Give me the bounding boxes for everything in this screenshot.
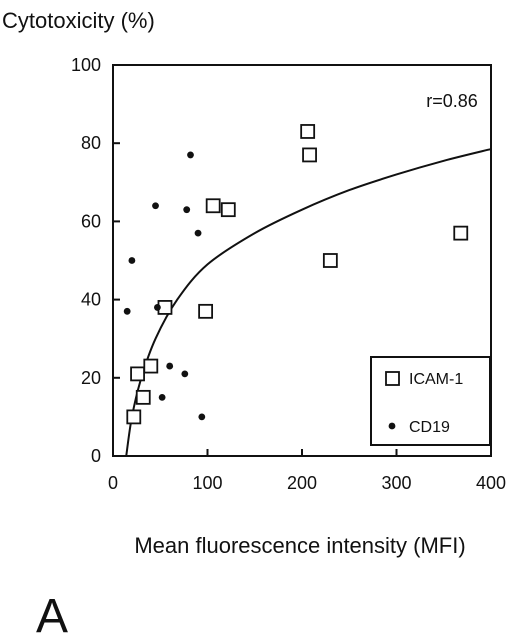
- cd19-point: [123, 307, 131, 315]
- icam1-point: [220, 202, 236, 218]
- correlation-annotation: r=0.86: [426, 91, 478, 111]
- x-tick-label: 300: [381, 473, 411, 493]
- x-tick-label: 200: [287, 473, 317, 493]
- icam1-point: [143, 358, 159, 374]
- cd19-point: [166, 362, 174, 370]
- cd19-point: [128, 257, 136, 264]
- legend-icam1-label: ICAM-1: [409, 371, 463, 388]
- cd19-point: [158, 393, 166, 401]
- y-tick-label: 0: [91, 446, 101, 466]
- y-axis-label: Cytotoxicity (%): [2, 8, 155, 33]
- y-tick-label: 20: [81, 368, 101, 388]
- cd19-point: [152, 202, 159, 210]
- y-tick-label: 40: [81, 290, 101, 310]
- cd19-point: [181, 370, 189, 378]
- x-tick-label: 100: [192, 473, 222, 493]
- icam1-point: [130, 366, 145, 382]
- x-tick-label: 400: [476, 473, 506, 493]
- cd19-point: [194, 229, 202, 237]
- icam1-point: [300, 124, 316, 139]
- cd19-point: [154, 304, 161, 311]
- x-axis-label: Mean fluorescence intensity (MFI): [134, 533, 465, 558]
- x-tick-label: 0: [108, 473, 118, 493]
- icam1-point: [126, 409, 142, 425]
- legend-cd19-label: CD19: [409, 419, 450, 436]
- cd19-point: [187, 151, 194, 159]
- icam1-point: [205, 198, 221, 214]
- y-tick-label: 100: [71, 55, 101, 75]
- legend-cd19-marker: [388, 422, 396, 430]
- panel-label: A: [36, 590, 68, 637]
- cd19-point: [198, 413, 206, 421]
- icam1-point: [135, 389, 151, 405]
- icam1-point: [453, 225, 469, 241]
- cd19-point: [183, 206, 191, 214]
- icam1-point: [322, 253, 338, 268]
- y-tick-label: 60: [81, 211, 101, 231]
- icam1-point: [198, 303, 214, 319]
- y-tick-label: 80: [81, 133, 101, 153]
- legend: ICAM-1 CD19: [370, 356, 491, 446]
- icam1-point: [302, 147, 317, 163]
- legend-icam1-marker: [385, 371, 400, 386]
